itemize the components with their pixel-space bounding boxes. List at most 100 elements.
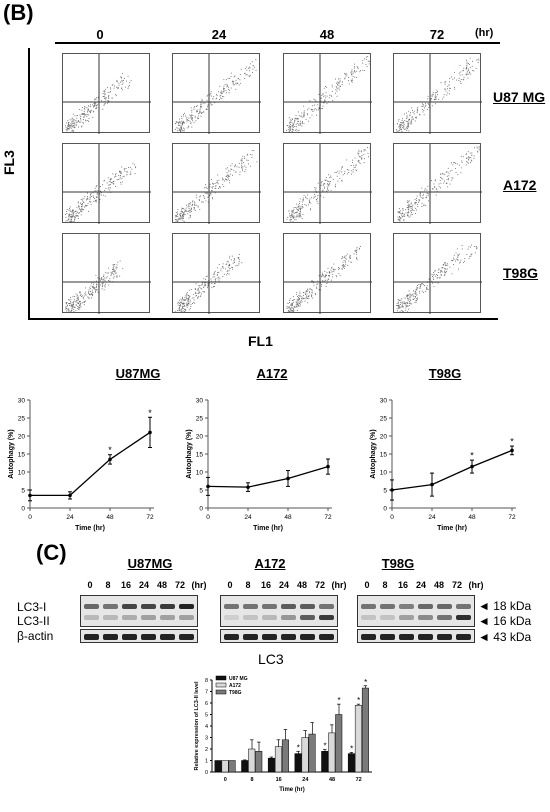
event-dot [468,68,469,70]
event-dot [311,295,313,297]
lc3-i-band [456,604,471,609]
y-tick-label: 4 [205,724,208,730]
event-dot [182,115,184,117]
event-dot [297,209,298,211]
event-dot [121,172,123,174]
event-dot [458,268,459,270]
event-dot [406,128,408,129]
event-dot [224,180,226,182]
event-dot [430,97,431,99]
data-point [148,430,152,435]
event-dot [336,90,338,92]
event-dot [194,201,195,203]
event-dot [180,130,182,132]
event-dot [396,303,398,304]
event-dot [178,302,180,304]
event-dot [293,210,294,212]
event-dot [220,93,222,95]
event-dot [445,269,447,271]
event-dot [410,295,411,297]
event-dot [314,187,316,188]
event-dot [184,309,186,310]
event-dot [121,166,123,168]
event-dot [427,98,429,100]
event-dot [206,99,208,101]
event-dot [354,157,356,159]
event-dot [71,219,72,221]
event-dot [321,284,322,286]
lc3-ii-band [160,615,175,620]
event-dot [467,162,469,164]
event-dot [231,81,233,83]
event-dot [321,275,323,277]
lc3-i-band [262,604,277,609]
event-dot [429,105,431,107]
event-dot [301,301,303,303]
event-dot [438,269,440,271]
event-dot [177,211,178,213]
event-dot [417,297,418,299]
event-dot [436,188,438,190]
event-dot [90,285,92,287]
event-dot [417,204,419,206]
event-dot [402,306,403,308]
event-dot [332,268,334,270]
y-tick-label: 20 [380,434,388,441]
event-dot [407,207,409,209]
event-dot [476,59,478,61]
event-dot [237,83,239,84]
event-dot [294,216,296,218]
event-dot [201,201,203,203]
event-dot [218,188,219,189]
event-dot [66,220,68,222]
significance-mark: * [323,742,326,751]
event-dot [457,174,459,175]
event-dot [175,311,177,313]
fl3-axis-label: FL3 [1,150,17,175]
event-dot [67,127,69,129]
event-dot [198,290,200,292]
event-dot [103,274,105,276]
data-point [206,484,210,489]
event-dot [74,218,76,220]
event-dot [460,172,462,174]
event-dot [205,186,207,188]
event-dot [335,89,337,91]
event-dot [449,266,451,268]
lc3-ii-band [141,615,156,620]
blot-lane-label: 72 [314,580,325,590]
event-dot [292,299,294,301]
event-dot [474,246,476,247]
event-dot [348,77,350,78]
event-dot [175,221,177,223]
event-dot [188,120,190,121]
bar [361,687,369,773]
event-dot [341,167,343,168]
event-dot [407,127,409,129]
event-dot [399,125,401,126]
event-dot [115,173,117,175]
event-dot [128,86,129,88]
event-dot [291,118,293,120]
event-dot [448,84,450,86]
event-dot [233,81,235,82]
event-dot [183,212,185,214]
event-dot [116,79,118,81]
event-dot [313,109,315,111]
event-dot [194,288,196,289]
event-dot [94,187,96,189]
event-dot [403,125,405,127]
event-dot [439,277,441,279]
bar-chart-title: LC3 [258,651,284,667]
event-dot [115,268,117,270]
event-dot [178,217,180,219]
event-dot [312,297,314,299]
event-dot [112,269,113,270]
event-dot [328,191,330,193]
event-dot [427,194,429,196]
event-dot [114,264,115,265]
event-dot [107,87,108,89]
event-dot [178,311,180,313]
event-dot [251,150,253,151]
event-dot [410,123,412,125]
